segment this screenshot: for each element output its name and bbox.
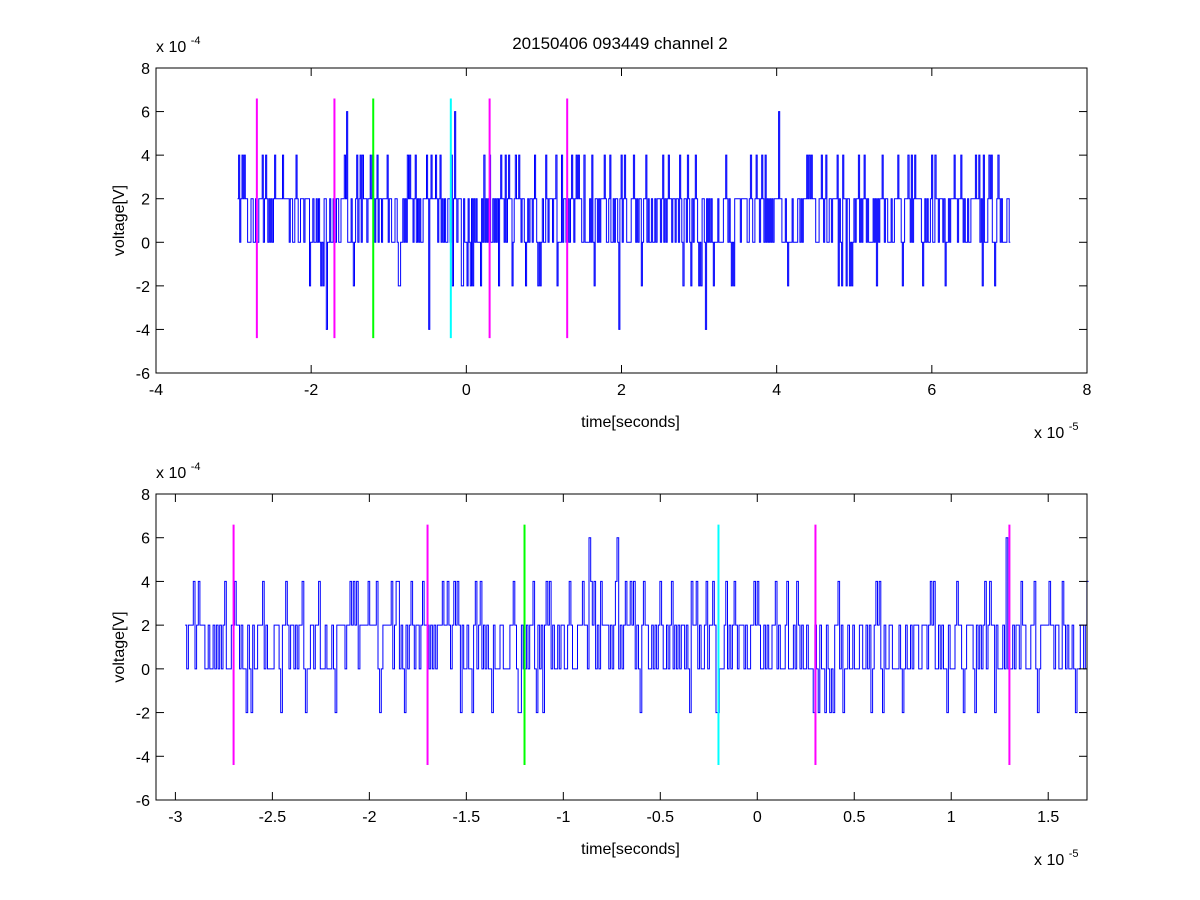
y-tick-label: -6 [136,793,150,810]
x-tick-label: 1.5 [1037,809,1059,826]
bottom-panel: -3 -2.5 -2 -1.5 -1 -0.5 0 0.5 1 1.5 -6 -4 -2 0 2 4 6 8 tim… [111,461,1089,869]
y-tick-label: 6 [141,531,150,548]
y-exponent: -4 [191,35,201,47]
x-tick-label: 8 [1083,382,1092,399]
signal-line [185,537,1089,714]
x-tick-label: -2 [304,382,318,399]
y-exponent-label: x 10 -4 [156,461,200,482]
y-tick-label: -2 [136,279,150,296]
y-tick-label: -4 [136,322,150,339]
x-exponent: -5 [1069,421,1079,433]
x-tick-label: 4 [772,382,781,399]
y-tick-label: 8 [141,61,150,78]
x-tick-label: 0 [462,382,471,399]
y-tick-label: 0 [141,662,150,679]
x-exponent: -5 [1069,848,1079,860]
y-tick-label: 2 [141,192,150,209]
signal-line [237,111,1011,330]
top-panel: -4 -2 0 2 4 6 8-6-4-202468time[seconds]voltage… [111,35,1092,442]
x-tick-label: -4 [149,382,163,399]
y-tick-label: 0 [141,235,150,252]
x-tick-label: 0.5 [843,809,865,826]
y-axis-label: voltage[V] [111,611,128,682]
y-exponent: -4 [191,461,201,473]
y-tick-label: 4 [141,148,150,165]
x-tick-label: -1 [556,809,570,826]
y-tick-label: 6 [141,105,150,122]
axes-box [155,493,1088,801]
y-tick-label: 4 [141,574,150,591]
x-axis-label: time[seconds] [581,414,680,431]
x-tick-label: -2 [362,809,376,826]
x-tick-label: 6 [927,382,936,399]
x-tick-label: -0.5 [647,809,675,826]
x-tick-label: 1 [947,809,956,826]
y-tick-label: 2 [141,618,150,635]
y-exponent-label: x 10 -4 [156,35,200,56]
axes-box [155,67,1088,374]
figure-title: 20150406 093449 channel 2 [512,34,728,53]
y-axis-label: voltage[V] [111,185,128,256]
x-axis-label: time[seconds] [581,841,680,858]
x-tick-label: -2.5 [259,809,287,826]
x-tick-label: -1.5 [453,809,481,826]
y-tick-label: 8 [141,487,150,504]
x-exponent-label: x 10 -5 [1034,421,1078,442]
x-tick-label: -3 [168,809,182,826]
x-exponent-label: x 10 -5 [1034,848,1078,869]
y-tick-label: -2 [136,706,150,723]
y-tick-label: -4 [136,749,150,766]
x-tick-label: 2 [617,382,626,399]
y-tick-label: -6 [136,366,150,383]
x-tick-label: 0 [753,809,762,826]
